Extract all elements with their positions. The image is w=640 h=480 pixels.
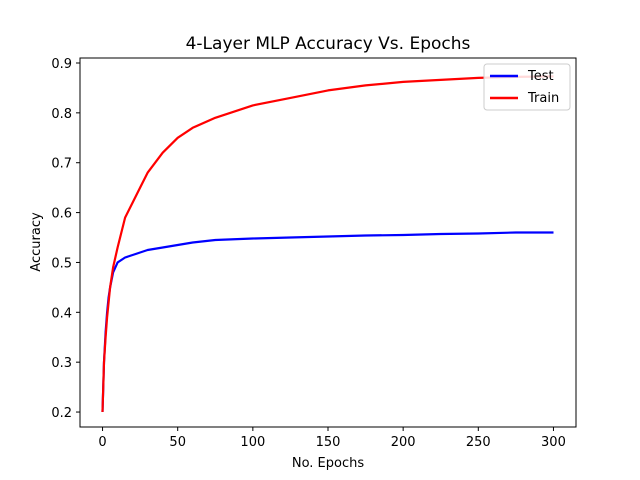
- plot-area: 0 50 100 150 200 250 300 0.2 0.3 0.4 0.5 0.6 0.7 0.8…: [51, 57, 577, 450]
- y-axis-ticks: 0.2 0.3 0.4 0.5 0.6 0.7 0.8 0.9: [51, 57, 80, 421]
- y-tick-label: 0.4: [51, 306, 72, 321]
- y-tick-label: 0.9: [51, 57, 72, 72]
- series-line-test: [101, 231, 554, 413]
- x-tick-label: 300: [541, 435, 566, 450]
- series-line-train: [101, 75, 554, 413]
- legend-label-test: Test: [527, 69, 554, 84]
- y-tick-label: 0.3: [51, 356, 72, 371]
- y-tick-label: 0.8: [51, 107, 72, 122]
- y-axis-label: Accuracy: [29, 212, 44, 272]
- x-tick-label: 100: [240, 435, 265, 450]
- x-axis-label: No. Epochs: [292, 456, 365, 471]
- x-tick-label: 150: [316, 435, 341, 450]
- x-tick-label: 250: [466, 435, 491, 450]
- y-tick-label: 0.5: [51, 256, 72, 271]
- legend-label-train: Train: [527, 91, 559, 106]
- x-axis-ticks: 0 50 100 150 200 250 300: [98, 427, 566, 450]
- legend: Test Train: [483, 63, 571, 111]
- x-tick-label: 50: [169, 435, 186, 450]
- y-tick-label: 0.2: [51, 406, 72, 421]
- y-tick-label: 0.7: [51, 157, 72, 172]
- x-tick-label: 0: [98, 435, 106, 450]
- y-tick-label: 0.6: [51, 207, 72, 222]
- chart-title: 4-Layer MLP Accuracy Vs. Epochs: [186, 34, 471, 54]
- axes-frame: [79, 57, 577, 428]
- x-tick-label: 200: [391, 435, 416, 450]
- series-lines: [101, 75, 554, 413]
